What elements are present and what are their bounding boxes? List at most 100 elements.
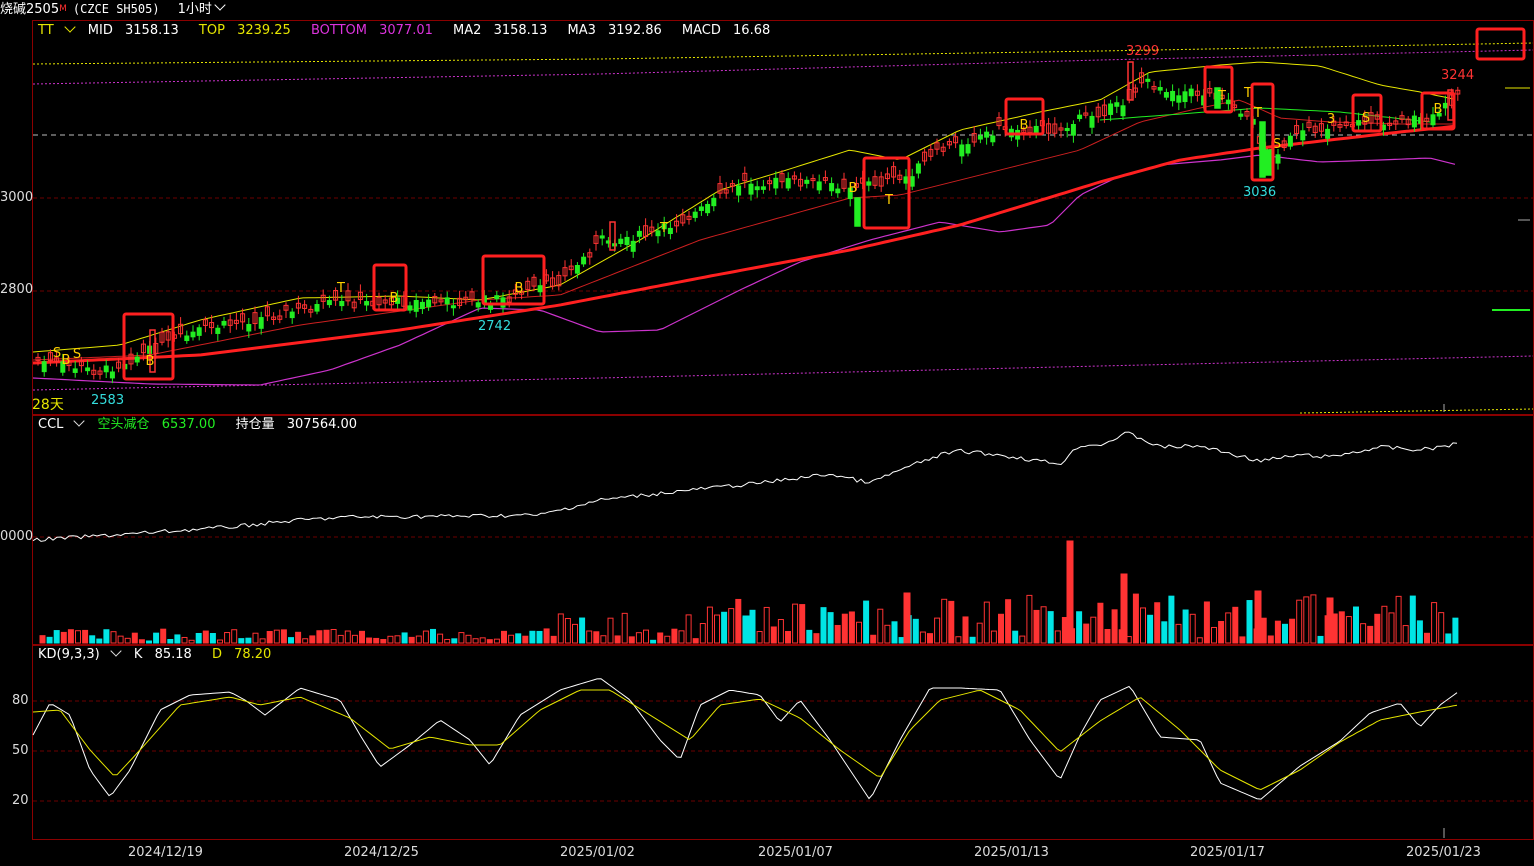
symbol-name: 烧碱2505 [0,2,60,17]
candle-body [351,301,357,309]
candle-body [419,301,425,310]
signal-marker: B [515,281,524,296]
volume-bar [60,631,67,644]
candle-body [295,302,301,309]
x-tick-label: 2025/01/23 [1406,845,1481,860]
open-interest-line [32,431,1458,542]
volume-bar [848,611,855,644]
volume-bar [543,628,550,644]
upper-channel-line [32,49,1534,85]
candle-body [149,329,156,373]
volume-bar [153,632,160,644]
candle-body [1399,115,1405,120]
candle-body [289,311,295,319]
candle-body [729,183,735,187]
candle-body [1343,121,1349,127]
volume-bar [330,628,337,644]
d-line [32,689,1458,791]
candle-body [184,335,190,342]
candle-body [494,295,500,300]
x-tick-label: 2024/12/25 [344,845,419,860]
kd-y-tick-20: 20 [12,793,29,808]
volume-bar [650,639,657,644]
volume-bar [1005,599,1012,644]
candle-body [1058,127,1064,131]
candle-body [388,297,394,306]
volume-bar [1120,573,1128,644]
candle-body [537,285,543,293]
volume-bar [628,636,635,644]
signal-marker: S [1362,111,1370,126]
volume-bar [572,623,578,644]
volume-bar [1367,625,1374,644]
low-price-label: 3036 [1243,185,1277,200]
period-selector[interactable]: 1小时 [177,0,228,17]
volume-bar [657,632,664,644]
volume-bar [323,629,330,644]
volume-bar [103,629,110,644]
signal-marker: B [146,354,155,369]
period-label: 1小时 [177,2,212,17]
candle-body [717,183,723,194]
candle-body [568,265,574,271]
candle-body [450,305,456,309]
candle-body [649,226,655,233]
volume-bar [1353,606,1359,644]
candle-body [1225,99,1231,105]
signal-marker: S [53,346,61,361]
signal-highlight-box [862,156,911,230]
volume-bar [550,635,557,644]
candle-body [1238,113,1244,117]
kd-selector[interactable]: KD(9,3,3) [38,645,128,662]
candle-body [1083,112,1089,116]
volume-bar [337,634,344,644]
volume-bar [1232,606,1239,644]
candle-body [680,214,686,224]
candle-body [376,296,382,306]
kd-legend: KD(9,3,3) K 85.18 D 78.20 [38,645,287,664]
candle-body [922,151,928,162]
ccl-signal: 空头减仓 6537.00 [97,417,216,432]
ccl-legend: CCL 空头减仓 6537.00 持仓量 307564.00 [38,415,373,434]
candle-body [97,370,103,375]
candle-body [767,180,773,185]
candle-body [866,181,872,186]
candle-body [333,290,339,301]
volume-bar [621,612,628,644]
title-bar: 烧碱2505M (CZCE SH505) 1小时 [0,0,1534,20]
candle-body [1207,87,1213,94]
volume-bar [884,624,891,644]
candle-body [258,317,264,329]
ma3-readout: MA3 3192.86 [567,23,662,38]
candle-body [60,361,66,373]
volume-bar [1168,595,1175,644]
volume-bar [834,624,841,644]
volume-bar [366,637,373,644]
candle-body [457,297,463,306]
candle-body [1101,104,1107,117]
k-readout: K 85.18 [133,647,192,662]
indicator-selector[interactable]: TT [38,21,82,38]
candle-body [215,327,221,334]
candle-body [1070,124,1076,136]
candle-body [1077,114,1083,120]
ccl-selector[interactable]: CCL [38,415,91,432]
volume-bar [870,634,877,644]
signal-highlight-box [372,263,408,312]
candle-body [283,304,289,311]
candle-body [134,356,140,363]
volume-bar [380,639,387,644]
signal-highlight-box [1250,82,1275,182]
upper-bollinger-line [32,61,1456,353]
candle-body [971,133,977,143]
volume-bar [515,633,522,644]
candle-body [574,265,580,274]
candle-body [760,186,766,190]
volume-bar [600,635,607,644]
candle-body [1442,102,1448,109]
volume-bar [1289,618,1296,644]
volume-bar [756,631,763,644]
volume-bar [1303,596,1310,644]
volume-bar [903,592,911,644]
